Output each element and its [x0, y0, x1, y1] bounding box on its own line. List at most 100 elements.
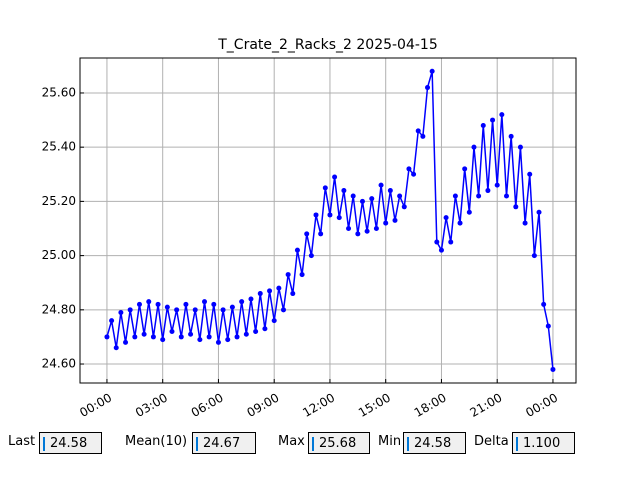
data-point [313, 212, 319, 218]
y-tick-label: 24.60 [42, 357, 76, 371]
data-point [420, 133, 426, 139]
y-tick-label: 25.00 [42, 248, 76, 262]
x-tick-label: 09:00 [244, 391, 281, 420]
data-point [373, 225, 379, 231]
stat-field[interactable]: 24.67 [192, 432, 256, 454]
data-point [136, 301, 142, 307]
data-point [262, 326, 268, 332]
data-point [188, 331, 194, 337]
data-point [104, 334, 110, 340]
data-point [336, 215, 342, 221]
data-point [299, 272, 305, 278]
data-point [438, 247, 444, 253]
data-point [406, 166, 412, 172]
data-point [494, 182, 500, 188]
data-point [146, 299, 152, 305]
y-tick-label: 25.60 [42, 85, 76, 99]
data-point [425, 85, 431, 91]
data-point [359, 198, 365, 204]
data-point [499, 112, 505, 118]
data-point [183, 301, 189, 307]
plot-frame [79, 57, 577, 384]
stat-label: Min [378, 434, 402, 449]
data-point [211, 301, 217, 307]
y-tick-label: 25.20 [42, 194, 76, 208]
data-point [457, 220, 463, 226]
y-tick-label: 25.40 [42, 140, 76, 154]
stat-field[interactable]: 1.100 [512, 432, 575, 454]
data-point [332, 174, 338, 180]
data-point [141, 331, 147, 337]
data-point [113, 345, 119, 351]
data-point [387, 188, 393, 194]
data-point [253, 328, 259, 334]
data-point [169, 328, 175, 334]
data-point [466, 209, 472, 215]
stat-field[interactable]: 24.58 [39, 432, 102, 454]
data-point [290, 291, 296, 297]
data-point [160, 337, 166, 343]
data-point [239, 299, 245, 305]
data-point [522, 220, 528, 226]
data-point [401, 204, 407, 210]
data-point [271, 318, 277, 324]
data-point [517, 144, 523, 150]
data-point [127, 307, 133, 313]
data-point [462, 166, 468, 172]
data-point [327, 212, 333, 218]
data-point [267, 288, 273, 294]
data-point [225, 337, 231, 343]
data-point [234, 334, 240, 340]
x-tick-label: 00:00 [523, 391, 560, 420]
data-point [229, 304, 235, 310]
data-point [369, 196, 375, 202]
data-point [448, 239, 454, 245]
data-point [118, 310, 124, 316]
data-point [415, 128, 421, 134]
data-point [429, 68, 435, 74]
data-point [220, 307, 226, 313]
data-point [383, 220, 389, 226]
data-point [257, 291, 263, 297]
stat-field[interactable]: 24.58 [403, 432, 466, 454]
data-point [485, 188, 491, 194]
data-point [164, 304, 170, 310]
data-point [197, 337, 203, 343]
data-point [397, 193, 403, 199]
x-tick-label: 06:00 [189, 391, 226, 420]
data-point [531, 253, 537, 259]
data-point [350, 193, 356, 199]
x-tick-label: 03:00 [133, 391, 170, 420]
data-point [178, 334, 184, 340]
chart-title: T_Crate_2_Racks_2 2025-04-15 [217, 37, 438, 53]
data-point [536, 209, 542, 215]
stat-label: Max [278, 434, 305, 449]
stat-label: Last [8, 434, 36, 449]
data-point [392, 217, 398, 223]
chart: T_Crate_2_Racks_2 2025-04-15 24.60 24.80 2… [42, 37, 577, 420]
data-point [480, 122, 486, 128]
data-point [322, 185, 328, 191]
data-point [318, 231, 324, 237]
data-point [174, 307, 180, 313]
data-point [150, 334, 156, 340]
data-point [364, 228, 370, 234]
data-point [541, 301, 547, 307]
data-point [411, 171, 417, 177]
data-point [248, 296, 254, 302]
data-point [452, 193, 458, 199]
data-point [508, 133, 514, 139]
data-point [476, 193, 482, 199]
data-point [304, 231, 310, 237]
data-point [280, 307, 286, 313]
data-point [243, 331, 249, 337]
x-tick-label: 21:00 [467, 391, 504, 420]
data-point [285, 272, 291, 278]
data-point [471, 144, 477, 150]
data-point [192, 307, 198, 313]
data-point [202, 299, 208, 305]
stat-field[interactable]: 25.68 [308, 432, 370, 454]
data-point [378, 182, 384, 188]
x-tick-label: 15:00 [356, 391, 393, 420]
y-tick-label: 24.80 [42, 302, 76, 316]
